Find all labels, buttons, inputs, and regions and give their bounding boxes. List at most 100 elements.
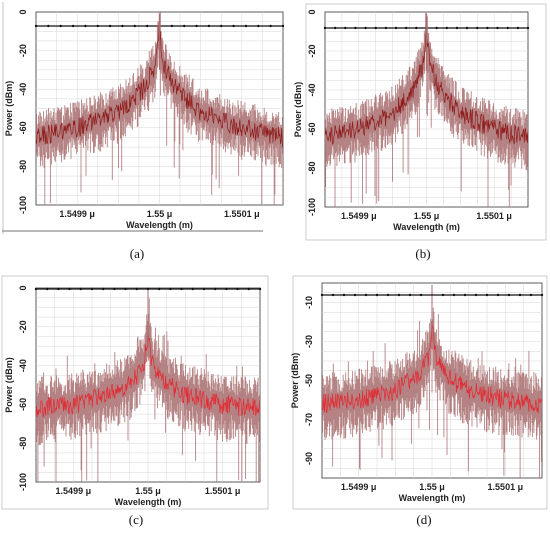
reference-marker: [455, 26, 459, 30]
y-tick-label: -80: [307, 161, 317, 174]
x-tick-label: 1.5499 μ: [341, 211, 377, 221]
y-tick-label: -60: [18, 398, 28, 411]
reference-marker: [90, 287, 94, 291]
y-tick-label: -40: [18, 83, 28, 96]
reference-marker: [220, 24, 223, 28]
y-tick-label: -100: [307, 198, 317, 216]
reference-marker: [124, 287, 127, 291]
panel-frame: [1, 275, 269, 510]
reference-marker: [102, 287, 105, 291]
reference-marker: [34, 287, 38, 291]
reference-marker: [247, 287, 250, 291]
reference-marker: [375, 293, 379, 297]
y-tick-label: 0: [18, 285, 28, 290]
spectrum-trace: [36, 12, 283, 205]
reference-marker: [34, 24, 38, 28]
x-tick-label: 1.55 μ: [414, 211, 440, 221]
reference-marker: [257, 24, 260, 28]
reference-marker: [169, 287, 172, 291]
y-tick-label: -60: [307, 122, 317, 135]
reference-marker: [486, 26, 489, 30]
reference-marker: [354, 26, 357, 30]
reference-marker: [236, 287, 239, 291]
x-tick-label: 1.5501 μ: [488, 482, 524, 492]
reference-marker: [445, 26, 448, 30]
y-tick-label: -80: [18, 437, 28, 450]
reference-marker: [46, 287, 49, 291]
reference-marker: [47, 24, 50, 28]
reference-marker: [441, 293, 445, 297]
panel-label: (d): [416, 512, 431, 527]
x-tick-label: 1.5499 μ: [56, 486, 92, 496]
x-axis-title: Wavelength (m): [393, 222, 460, 232]
reference-marker: [133, 24, 136, 28]
y-tick-label: -20: [18, 44, 28, 57]
reference-marker: [405, 26, 408, 30]
reference-marker: [258, 287, 262, 291]
y-axis-title: Power (dBm): [4, 357, 14, 413]
reference-marker: [180, 287, 183, 291]
panel-frame: [305, 3, 547, 241]
reference-marker: [57, 287, 60, 291]
y-axis-title: Power (dBm): [293, 82, 303, 138]
panel-label: (b): [415, 246, 430, 261]
reference-marker: [79, 287, 83, 291]
y-tick-label: -50: [304, 374, 314, 387]
x-tick-label: 1.5499 μ: [59, 209, 95, 219]
reference-marker: [485, 293, 489, 297]
reference-marker: [518, 293, 522, 297]
y-tick-label: 0: [18, 9, 28, 14]
reference-marker: [496, 26, 499, 30]
reference-marker: [408, 293, 412, 297]
reference-marker: [526, 26, 530, 30]
reference-marker: [364, 26, 367, 30]
y-tick-label: -90: [304, 452, 314, 465]
chart-panel: 0 -20 -40 -60 -80 -100 1.5499 μ 1.55 μ 1.5501 μ W…: [2, 2, 285, 261]
reference-marker: [435, 26, 438, 30]
reference-marker: [183, 24, 186, 28]
x-tick-label: 1.55 μ: [135, 486, 161, 496]
reference-marker: [269, 24, 272, 28]
reference-marker: [540, 293, 544, 297]
reference-marker: [507, 293, 511, 297]
panel-label: (c): [129, 512, 143, 527]
x-tick-label: 1.5501 μ: [224, 209, 260, 219]
x-axis-title: Wavelength (m): [115, 497, 182, 507]
y-tick-label: -100: [18, 196, 28, 214]
reference-marker: [84, 24, 87, 28]
reference-marker: [452, 293, 456, 297]
reference-marker: [207, 24, 211, 28]
reference-marker: [333, 26, 337, 30]
x-tick-label: 1.55 μ: [419, 482, 445, 492]
y-axis-title: Power (dBm): [4, 81, 14, 137]
y-tick-label: -80: [18, 160, 28, 173]
reference-marker: [214, 287, 217, 291]
panel-frame: [292, 275, 548, 510]
y-tick-label: 0: [307, 9, 317, 14]
y-tick-label: -10: [304, 296, 314, 309]
x-tick-label: 1.5501 μ: [205, 486, 241, 496]
x-tick-label: 1.5501 μ: [476, 211, 512, 221]
x-tick-label: 1.55 μ: [147, 209, 173, 219]
reference-marker: [244, 24, 248, 28]
reference-marker: [108, 24, 112, 28]
y-tick-label: -60: [18, 121, 28, 134]
reference-marker: [323, 26, 327, 30]
chart-panel: 0 -20 -40 -60 -80 -100 1.5499 μ 1.55 μ 1.5501 μ W…: [293, 3, 547, 261]
y-tick-label: -40: [18, 359, 28, 372]
x-axis-title: Wavelength (m): [399, 493, 466, 503]
chart-panel: -10 -30 -50 -70 -90 1.5499 μ 1.55 μ 1.5501 μ Wav…: [290, 275, 548, 527]
y-axis-title: Power (dBm): [290, 353, 300, 409]
y-tick-label: -20: [307, 44, 317, 57]
reference-marker: [529, 293, 533, 297]
reference-marker: [113, 287, 116, 291]
reference-marker: [195, 24, 198, 28]
reference-marker: [394, 26, 398, 30]
reference-marker: [121, 24, 124, 28]
reference-marker: [331, 293, 335, 297]
reference-marker: [146, 287, 150, 291]
reference-marker: [135, 287, 138, 291]
reference-marker: [384, 26, 388, 30]
panel-label: (a): [130, 246, 144, 261]
reference-marker: [281, 24, 285, 28]
